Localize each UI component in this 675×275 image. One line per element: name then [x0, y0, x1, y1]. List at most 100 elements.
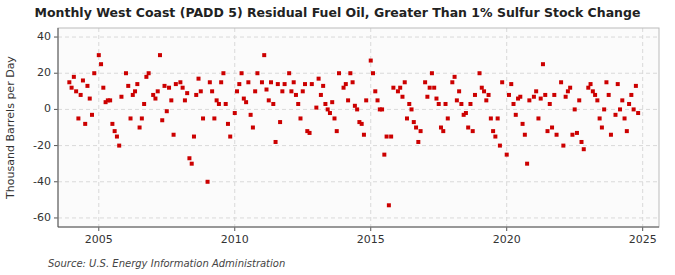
point	[287, 71, 291, 75]
point	[498, 144, 502, 148]
point	[183, 98, 187, 102]
point	[174, 82, 178, 86]
point	[328, 111, 332, 115]
point	[147, 71, 151, 75]
point	[607, 93, 611, 97]
point	[314, 106, 318, 110]
point	[482, 89, 486, 93]
y-axis-line	[58, 28, 59, 227]
point	[444, 102, 448, 106]
point	[437, 102, 441, 106]
point	[206, 180, 210, 184]
point	[70, 86, 74, 90]
point	[484, 98, 488, 102]
point	[253, 89, 257, 93]
point	[523, 133, 527, 137]
point	[92, 71, 96, 75]
point	[371, 71, 375, 75]
point	[212, 116, 216, 120]
plot-area	[58, 28, 659, 227]
point	[90, 113, 94, 117]
point	[76, 116, 80, 120]
point	[632, 107, 636, 111]
point	[573, 107, 577, 111]
point	[135, 82, 139, 86]
point	[389, 135, 393, 139]
x-tick	[506, 227, 507, 231]
point	[319, 93, 323, 97]
point	[215, 98, 219, 102]
point	[514, 113, 518, 117]
point	[131, 93, 135, 97]
point	[330, 100, 334, 104]
point	[351, 80, 355, 84]
point	[455, 98, 459, 102]
point	[219, 80, 223, 84]
point	[355, 107, 359, 111]
point	[251, 126, 255, 130]
point	[169, 98, 173, 102]
point	[459, 102, 463, 106]
point	[428, 86, 432, 90]
x-axis-line	[58, 227, 659, 228]
point	[627, 102, 631, 106]
point	[446, 116, 450, 120]
point	[353, 104, 357, 108]
point	[398, 86, 402, 90]
point	[521, 122, 525, 126]
point	[278, 120, 282, 124]
point	[564, 95, 568, 99]
point	[380, 107, 384, 111]
point	[453, 75, 457, 79]
point	[260, 80, 264, 84]
point	[534, 89, 538, 93]
point	[546, 129, 550, 133]
point	[412, 120, 416, 124]
point	[262, 53, 266, 57]
point	[317, 77, 321, 81]
point	[489, 116, 493, 120]
point	[396, 89, 400, 93]
point	[373, 89, 377, 93]
point	[518, 95, 522, 99]
point	[308, 131, 312, 135]
y-tick	[54, 181, 58, 182]
point	[237, 82, 241, 86]
point	[344, 82, 348, 86]
point	[292, 80, 296, 84]
point	[629, 93, 633, 97]
point	[124, 71, 128, 75]
point	[505, 153, 509, 157]
y-tick	[54, 217, 58, 218]
point	[332, 116, 336, 120]
point	[74, 89, 78, 93]
y-tick	[54, 109, 58, 110]
point	[391, 86, 395, 90]
point	[185, 91, 189, 95]
point	[425, 95, 429, 99]
point	[527, 98, 531, 102]
point	[416, 140, 420, 144]
y-tick-label: 0	[44, 102, 51, 115]
point	[119, 95, 123, 99]
point	[419, 129, 423, 133]
point	[568, 86, 572, 90]
point	[108, 98, 112, 102]
point	[210, 89, 214, 93]
y-tick-label: -40	[33, 175, 51, 188]
point	[181, 86, 185, 90]
x-tick	[234, 227, 235, 231]
point	[274, 140, 278, 144]
point	[276, 82, 280, 86]
plot-frame	[58, 28, 659, 227]
point	[468, 102, 472, 106]
point	[512, 102, 516, 106]
point	[201, 116, 205, 120]
point	[385, 135, 389, 139]
point	[142, 102, 146, 106]
point	[478, 71, 482, 75]
y-grid-line	[58, 217, 659, 218]
point	[101, 86, 105, 90]
point	[507, 93, 511, 97]
point	[113, 129, 117, 133]
